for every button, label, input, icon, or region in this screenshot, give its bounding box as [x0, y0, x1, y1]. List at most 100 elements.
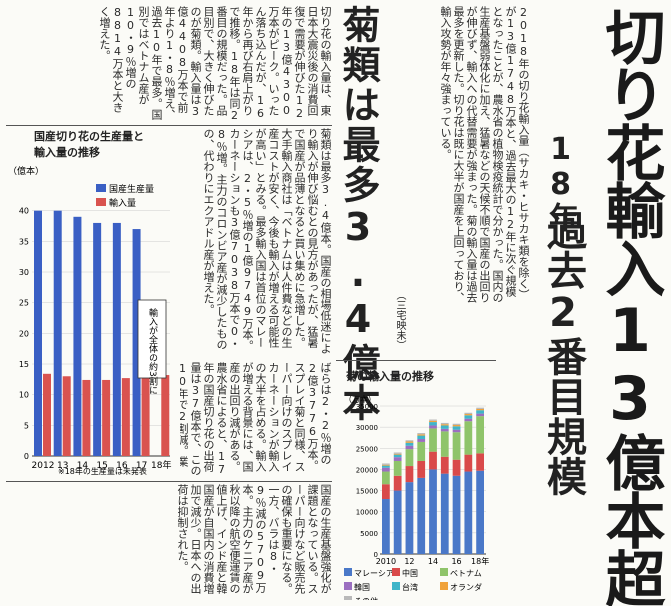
- stacked-bar-segment: [417, 441, 426, 461]
- x-tick-label: 16: [451, 557, 461, 566]
- y-tick-label: 20: [19, 329, 29, 338]
- stacked-bar-segment: [440, 428, 449, 432]
- byline: （三宅映未）: [394, 290, 405, 350]
- y-tick-label: 5000: [360, 530, 378, 538]
- bar-domestic: [53, 210, 62, 456]
- stacked-bar-segment: [393, 490, 402, 554]
- x-tick-label: 14: [77, 461, 89, 471]
- x-tick-label: 2010: [376, 557, 396, 566]
- legend-label: その他: [354, 596, 378, 600]
- stacked-bar-segment: [417, 434, 426, 436]
- stacked-bar-segment: [405, 440, 414, 442]
- bar-import: [141, 375, 150, 456]
- x-tick-label: 14: [428, 557, 438, 566]
- stacked-bar-segment: [464, 414, 473, 416]
- stacked-bar-segment: [429, 425, 437, 429]
- stacked-bar-segment: [452, 475, 461, 554]
- bar-domestic: [132, 229, 141, 456]
- stacked-bar-segment: [417, 438, 426, 442]
- stacked-bar-segment: [405, 445, 414, 450]
- chart1-title-line2: 輸入量の推移: [34, 146, 100, 159]
- y-tick-label: 20000: [356, 466, 378, 474]
- stacked-bar-segment: [393, 460, 402, 476]
- legend-swatch: [344, 596, 352, 604]
- stacked-bar-segment: [476, 453, 484, 471]
- y-tick-label: 10: [19, 391, 29, 400]
- x-tick-label: 13: [57, 461, 68, 471]
- article-col-a: 2018年の切り花輸入量（サカキ・ヒサカキ類を除く）が13億1748万本と、過去…: [390, 6, 530, 314]
- legend-swatch: [344, 568, 352, 576]
- stacked-bar-segment: [382, 467, 390, 472]
- y-tick-label: 0: [374, 551, 378, 559]
- stacked-bar-segment: [393, 475, 402, 491]
- chart2-title: 菊の輸入量の推移: [346, 370, 434, 383]
- stacked-bar-segment: [440, 422, 449, 425]
- stacked-bar-segment: [429, 422, 437, 426]
- bar-domestic: [93, 222, 102, 456]
- y-tick-label: 30: [19, 268, 29, 277]
- main-headline: 切り花輸入13億本超: [595, 6, 665, 606]
- stacked-bar-segment: [476, 416, 484, 454]
- bar-import: [43, 373, 51, 456]
- legend-swatch: [392, 568, 400, 576]
- bar-import: [82, 379, 91, 456]
- stacked-bar-segment: [440, 431, 449, 457]
- y-tick-label: 35000: [356, 403, 378, 411]
- legend-swatch: [440, 568, 448, 576]
- stacked-bar-segment: [393, 454, 402, 458]
- stacked-bar-segment: [405, 482, 414, 554]
- legend-label: ベトナム: [450, 569, 482, 578]
- stacked-bar-segment: [452, 423, 461, 426]
- article-col-d: ばらは2・2％増の2億3776万本。スプレイ菊と同様、スーパー向けのスプレイカー…: [180, 362, 332, 478]
- chart-domestic-vs-import: 国産切り花の生産量と 輸入量の推移 （億本） 国産生産量 輸入量 0 5 10 15 20 25…: [4, 128, 176, 478]
- chart1-title-line1: 国産切り花の生産量と: [34, 130, 144, 143]
- y-tick-label: 0: [24, 452, 29, 461]
- stacked-bar-segment: [405, 466, 414, 483]
- bar-domestic: [34, 210, 42, 456]
- side-headline: 菊類は最多3.4億本: [336, 5, 380, 423]
- stacked-bar-segment: [452, 426, 461, 430]
- stacked-bar-segment: [405, 442, 414, 446]
- x-tick-label: 15: [96, 461, 107, 471]
- headline-year: 18年: [543, 132, 578, 232]
- y-tick-label: 5: [24, 421, 29, 430]
- column-divider: [336, 360, 496, 361]
- article-text: 国産の生産基盤強化が課題となっている。スーパー向けなど販売先の確保も重要になる。…: [176, 484, 332, 594]
- bar-domestic: [73, 216, 82, 456]
- article-text: 菊類は最多3.4億本。国産の相場低迷により輸入が伸び悩むとの見方があったが、猛暑…: [202, 128, 332, 354]
- callout-text: 輸入が全体の約3割に: [147, 307, 158, 395]
- chart2-unit-label: （万本）: [344, 394, 376, 404]
- stacked-bar-segment: [440, 473, 449, 554]
- stacked-bar-segment: [429, 420, 437, 423]
- stacked-bar-segment: [464, 471, 473, 554]
- callout-box: [137, 299, 167, 379]
- article-text: ばらは2・2％増の2億3776万本。スプレイ菊と同様、スーパー向けのスプレイカー…: [180, 362, 332, 476]
- x-tick-label: 16: [116, 461, 128, 471]
- stacked-bar-segment: [452, 429, 461, 433]
- article-text: 2018年の切り花輸入量（サカキ・ヒサカキ類を除く）が13億1748万本と、過去…: [439, 6, 530, 303]
- article-col-b: 切り花の輸入量は、東日本大震災後の消費回復で需要が伸びた12年の13億4300万…: [6, 6, 332, 124]
- chart1-footnote: ※18年の生産量は未発表: [58, 466, 147, 476]
- stacked-bar-segment: [393, 452, 402, 454]
- stacked-bar-segment: [405, 449, 414, 467]
- legend-label: オランダ: [450, 582, 482, 592]
- legend-label-import: 輸入量: [109, 197, 136, 209]
- y-tick-label: 25000: [356, 445, 378, 453]
- article-col-c: 菊類は最多3.4億本。国産の相場低迷により輸入が伸び悩むとの見方があったが、猛暑…: [180, 128, 332, 358]
- stacked-bar-segment: [440, 425, 449, 429]
- stacked-bar-segment: [464, 418, 473, 422]
- legend-label: 韓国: [354, 582, 370, 592]
- legend-swatch: [440, 582, 448, 590]
- y-tick-label: 15: [19, 360, 29, 369]
- legend-label: 台湾: [402, 582, 418, 592]
- column-divider: [6, 481, 332, 482]
- stacked-bar-segment: [464, 415, 473, 419]
- stacked-bar-segment: [393, 457, 402, 461]
- stacked-bar-segment: [393, 453, 402, 455]
- legend-swatch-domestic: [96, 184, 106, 192]
- x-tick-label: 18年: [151, 459, 171, 471]
- stacked-bar-segment: [417, 477, 426, 554]
- stacked-bar-segment: [382, 463, 390, 465]
- stacked-bar-segment: [382, 471, 390, 485]
- stacked-bar-segment: [429, 451, 437, 470]
